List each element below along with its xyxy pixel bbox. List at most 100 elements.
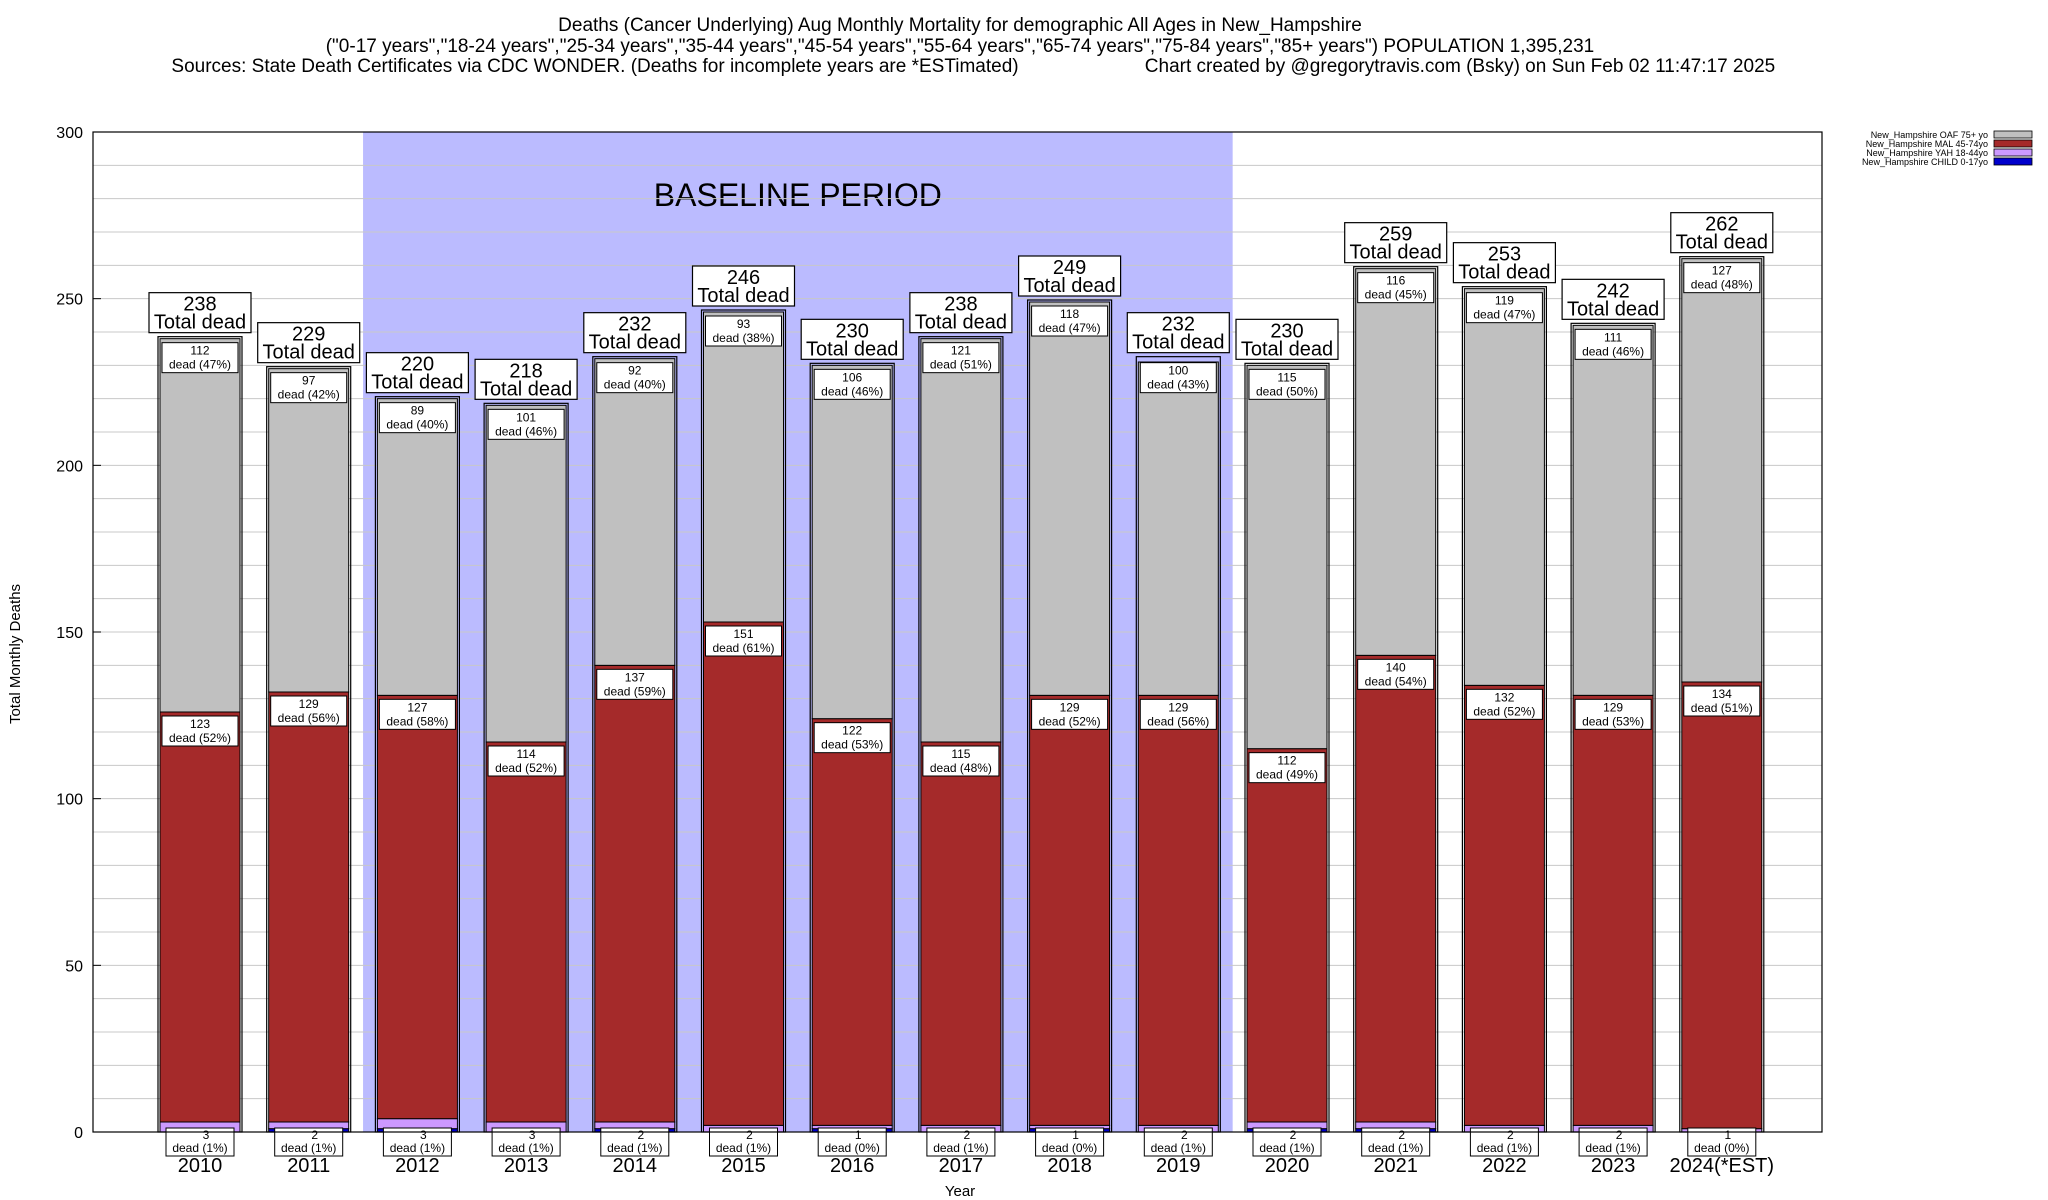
yah-segment-label-box	[274, 1127, 344, 1157]
yah-segment-pct-label: dead (1%)	[498, 1141, 553, 1155]
mal-segment-label-box	[596, 668, 674, 700]
total-value-label: 249	[1053, 257, 1086, 279]
oaf-segment-pct-label: dead (47%)	[1039, 321, 1101, 335]
oaf-segment-label-box	[1574, 328, 1652, 360]
mal-segment-pct-label: dead (53%)	[821, 738, 883, 752]
mal-segment-label-box	[1465, 688, 1543, 720]
bar-segment-3	[376, 398, 458, 696]
bar-segment-2	[159, 711, 241, 1123]
total-value-label: 246	[727, 267, 760, 289]
total-label-box	[1126, 312, 1230, 354]
oaf-segment-label-box	[1031, 305, 1109, 337]
oaf-segment-value-label: 119	[1495, 294, 1514, 308]
total-text-label: Total dead	[1241, 338, 1333, 360]
total-label-box	[1344, 222, 1448, 264]
yah-segment-value-label: 2	[311, 1128, 318, 1142]
oaf-segment-pct-label: dead (45%)	[1365, 288, 1427, 302]
x-tick-label: 2015	[721, 1155, 766, 1177]
total-label-box	[1452, 242, 1557, 284]
x-tick-label: 2017	[939, 1155, 984, 1177]
total-label-box	[1235, 318, 1339, 360]
total-label-box	[1561, 278, 1665, 320]
yah-segment-label-box	[709, 1127, 778, 1157]
mal-segment-value-label: 115	[951, 747, 970, 761]
bar-segment-2	[811, 718, 893, 1126]
x-tick-label: 2024(*EST)	[1670, 1155, 1775, 1177]
total-text-label: Total dead	[1676, 232, 1768, 254]
x-axis-label: Year	[945, 1183, 975, 1200]
yah-segment-label-box	[1252, 1127, 1322, 1157]
bar-segment-2	[1246, 748, 1328, 1123]
oaf-segment-value-label: 93	[737, 317, 751, 331]
oaf-segment-pct-label: dead (40%)	[386, 418, 448, 432]
yah-segment-label-box	[600, 1127, 670, 1157]
y-tick-label: 0	[74, 1125, 83, 1142]
total-text-label: Total dead	[1023, 275, 1115, 297]
oaf-segment-label-box	[487, 408, 565, 440]
yah-segment-label-box	[926, 1127, 996, 1157]
y-tick-label: 300	[56, 125, 83, 142]
total-text-label: Total dead	[915, 312, 1007, 334]
mal-segment-pct-label: dead (52%)	[1039, 714, 1101, 728]
legend-entry-label: New_Hampshire CHILD 0-17yo	[1862, 157, 1988, 167]
x-tick-label: 2022	[1482, 1155, 1527, 1177]
yah-segment-value-label: 1	[855, 1128, 862, 1142]
oaf-segment-value-label: 111	[1604, 330, 1623, 344]
mal-segment-pct-label: dead (59%)	[604, 684, 666, 698]
oaf-segment-pct-label: dead (50%)	[1256, 384, 1318, 398]
bar-segment-3	[1355, 268, 1437, 656]
total-label-box	[691, 265, 796, 307]
yah-segment-value-label: 2	[746, 1128, 753, 1142]
bar-segment-3	[1246, 364, 1328, 750]
mal-segment-value-label: 129	[1060, 700, 1080, 714]
oaf-segment-pct-label: dead (47%)	[1473, 308, 1535, 322]
chart-credit: Chart created by @gregorytravis.com (Bsk…	[1145, 56, 1775, 77]
bar-segment-3	[268, 368, 350, 693]
y-tick-label: 150	[56, 625, 83, 642]
y-tick-label: 200	[56, 458, 83, 475]
yah-segment-value-label: 2	[964, 1128, 971, 1142]
total-label-box	[474, 358, 578, 400]
oaf-segment-label-box	[1683, 262, 1761, 294]
oaf-segment-value-label: 106	[842, 370, 862, 384]
bar-segment-2	[1137, 694, 1219, 1126]
mal-segment-pct-label: dead (56%)	[1147, 714, 1209, 728]
yah-segment-pct-label: dead (0%)	[1694, 1141, 1749, 1155]
total-text-label: Total dead	[1350, 242, 1442, 264]
bar-segment-2	[594, 664, 676, 1123]
oaf-segment-pct-label: dead (46%)	[495, 424, 557, 438]
yah-segment-label-box	[1143, 1127, 1213, 1157]
oaf-segment-label-box	[1465, 292, 1543, 324]
x-tick-label: 2016	[830, 1155, 875, 1177]
mal-segment-label-box	[1248, 752, 1326, 784]
bar-segment-3	[159, 338, 241, 713]
total-text-label: Total dead	[1458, 262, 1550, 284]
oaf-segment-pct-label: dead (43%)	[1147, 378, 1209, 392]
mal-segment-label-box	[1139, 698, 1217, 730]
oaf-segment-label-box	[1357, 272, 1435, 304]
total-text-label: Total dead	[589, 332, 681, 354]
mal-segment-pct-label: dead (54%)	[1365, 674, 1427, 688]
total-text-label: Total dead	[1567, 298, 1659, 320]
oaf-segment-pct-label: dead (46%)	[821, 384, 883, 398]
legend-swatch	[1993, 148, 2033, 157]
total-value-label: 238	[183, 294, 216, 316]
yah-segment-pct-label: dead (1%)	[716, 1141, 771, 1155]
oaf-segment-value-label: 101	[516, 410, 536, 424]
yah-segment-value-label: 1	[1724, 1128, 1731, 1142]
x-tick-label: 2014	[613, 1155, 658, 1177]
mal-segment-pct-label: dead (52%)	[495, 761, 557, 775]
bar-segment-2	[1572, 694, 1654, 1126]
bar-segment-1	[376, 1118, 458, 1130]
total-label-box	[1017, 255, 1122, 297]
total-value-label: 262	[1705, 214, 1738, 236]
mal-segment-label-box	[487, 745, 565, 777]
yah-segment-pct-label: dead (1%)	[607, 1141, 662, 1155]
y-axis-label: Total Monthly Deaths	[7, 584, 24, 724]
bar-segment-3	[920, 338, 1002, 743]
oaf-segment-value-label: 115	[1277, 370, 1296, 384]
mal-segment-value-label: 137	[625, 670, 645, 684]
